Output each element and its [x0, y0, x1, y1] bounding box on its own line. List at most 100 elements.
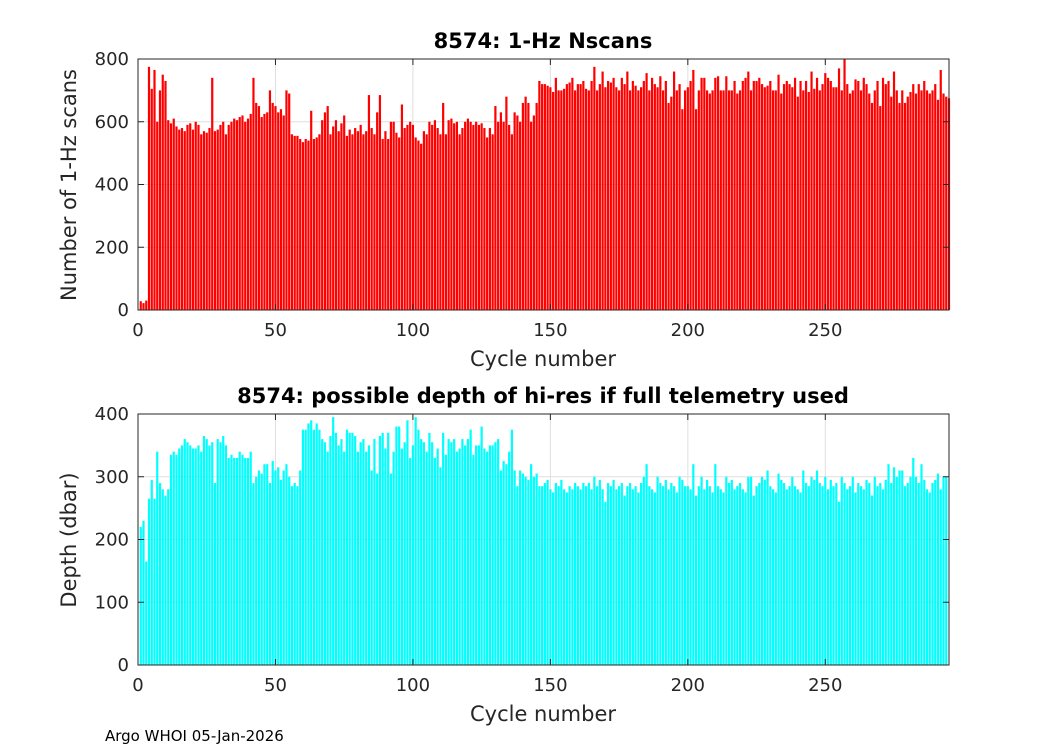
nscans-bar [337, 131, 340, 310]
depth-bar [560, 479, 563, 665]
depth-bar [769, 486, 772, 665]
depth-bar [257, 470, 261, 665]
nscans-bar [499, 112, 502, 310]
depth-bar [282, 470, 285, 665]
nscans-bar [505, 96, 508, 311]
depth-bar [519, 470, 522, 665]
depth-bar [475, 445, 478, 666]
nscans-bar [466, 118, 469, 310]
depth-bar [925, 489, 929, 665]
nscans-bar [563, 88, 566, 310]
nscans-bar [414, 137, 417, 310]
depth-bar [826, 489, 830, 665]
depth-bar [422, 442, 426, 665]
nscans-bar [224, 134, 228, 310]
depth-bar [323, 442, 327, 665]
depth-bar [780, 479, 783, 665]
nscans-bar [486, 137, 489, 310]
nscans-bar [799, 80, 802, 311]
depth-x-tick-label: 100 [396, 675, 430, 696]
depth-bar [488, 445, 491, 666]
nscans-bar [458, 134, 461, 310]
depth-y-tick-label: 300 [95, 467, 129, 488]
nscans-bar [312, 139, 316, 310]
nscans-bar [431, 124, 434, 310]
nscans-bar [428, 121, 431, 310]
depth-bar [604, 501, 607, 665]
depth-bar [417, 429, 420, 665]
depth-bar [884, 479, 887, 665]
depth-bar [642, 476, 645, 665]
depth-bar [744, 492, 747, 665]
depth-bar [601, 489, 604, 665]
depth-bar [277, 467, 280, 665]
nscans-bar [887, 80, 890, 311]
depth-bar [145, 561, 148, 665]
depth-bar [554, 483, 557, 665]
depth-bar [659, 483, 662, 665]
depth-bar [439, 467, 442, 665]
nscans-bar [260, 117, 263, 310]
depth-bar [164, 495, 167, 665]
nscans-bar [785, 80, 788, 311]
depth-bar [486, 451, 489, 665]
depth-bar [716, 486, 720, 665]
depth-bar [840, 476, 843, 665]
nscans-bar [697, 90, 700, 311]
nscans-bar [175, 126, 178, 311]
depth-bar [354, 435, 357, 665]
nscans-x-tick-label: 250 [808, 320, 842, 341]
depth-bar [661, 486, 665, 665]
nscans-bar [274, 106, 277, 310]
nscans-bar [766, 85, 769, 310]
nscans-bar [705, 90, 709, 311]
depth-bar [799, 492, 802, 665]
nscans-bar [667, 102, 670, 311]
depth-bar [392, 451, 395, 665]
nscans-bar [208, 128, 211, 310]
depth-chart-title: 8574: possible depth of hi-res if full t… [237, 384, 849, 408]
nscans-bar [659, 76, 662, 310]
nscans-bar [714, 77, 717, 310]
depth-bar [868, 483, 871, 665]
nscans-bar [530, 121, 533, 310]
depth-bar [312, 429, 316, 665]
depth-bar [813, 479, 816, 665]
depth-bar [260, 473, 263, 665]
depth-bar [530, 464, 533, 665]
depth-bar [582, 483, 585, 665]
nscans-bar [378, 95, 382, 310]
depth-bar [694, 495, 698, 665]
depth-bar [425, 451, 428, 665]
nscans-bar [826, 77, 830, 310]
nscans-bar [230, 121, 233, 310]
depth-bar [348, 432, 351, 665]
nscans-bar [909, 91, 912, 310]
nscans-x-tick-label: 200 [671, 320, 705, 341]
nscans-bar [351, 134, 354, 310]
depth-bar [373, 439, 376, 665]
depth-bars [139, 417, 948, 666]
depth-bar [920, 464, 923, 665]
depth-bar [356, 451, 360, 665]
depth-bar [334, 432, 338, 665]
depth-bar [901, 470, 904, 665]
nscans-bar [381, 139, 384, 310]
nscans-bar [186, 124, 189, 310]
depth-bar [158, 483, 162, 665]
depth-bar [472, 454, 475, 665]
nscans-bar [191, 129, 195, 310]
nscans-bar [802, 90, 805, 311]
nscans-bar [865, 84, 868, 310]
nscans-bar [169, 123, 173, 310]
depth-bar [568, 486, 571, 665]
nscans-bar [898, 102, 901, 311]
nscans-bar [692, 69, 695, 310]
depth-bar [585, 486, 588, 665]
nscans-bar [763, 87, 766, 311]
nscans-bar [634, 85, 637, 310]
depth-bar [939, 489, 942, 665]
nscans-bar [535, 102, 538, 311]
depth-bar [629, 483, 632, 665]
depth-bar [890, 483, 893, 665]
